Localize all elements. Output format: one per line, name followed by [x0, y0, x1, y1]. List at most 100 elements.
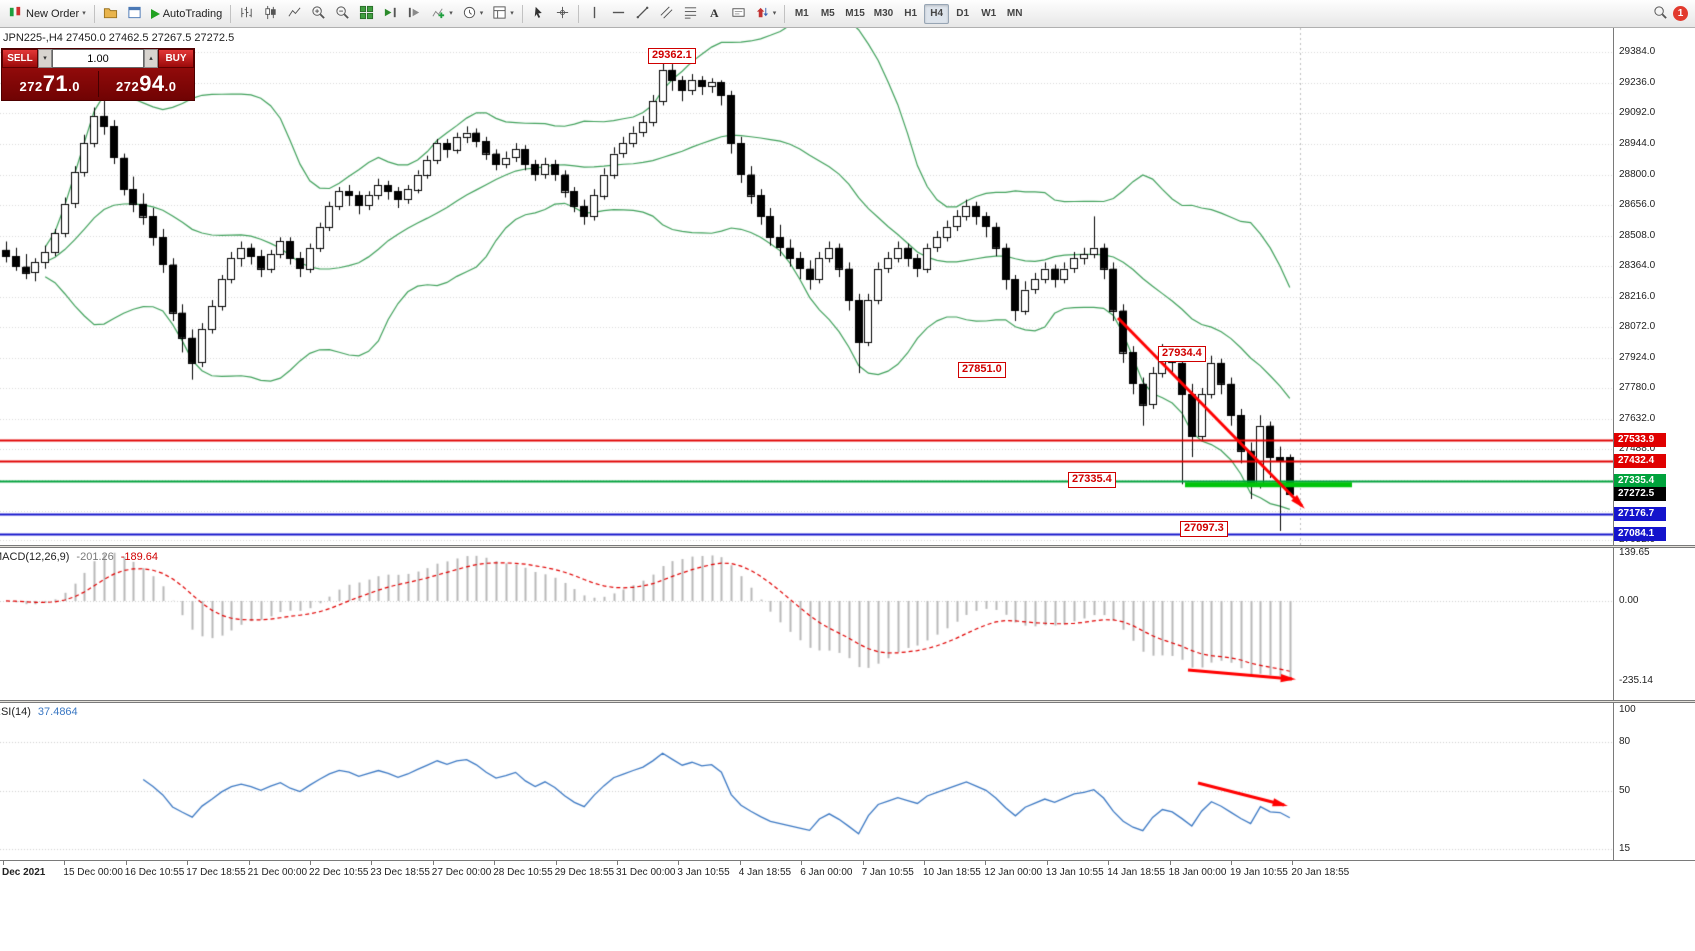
new-order-icon: [8, 5, 23, 23]
buy-price-post: .0: [164, 79, 177, 94]
data-window-button[interactable]: [123, 3, 146, 25]
chevron-down-icon: ▾: [82, 10, 86, 17]
buy-price[interactable]: 27294.0: [99, 71, 195, 97]
rsi-canvas[interactable]: [0, 703, 1613, 860]
sell-price[interactable]: 27271.0: [2, 71, 98, 97]
rsi-value: 37.4864: [37, 706, 78, 718]
chevron-down-icon: ▾: [510, 10, 514, 17]
time-tick: [187, 861, 189, 865]
toolbar-separator: [784, 4, 786, 23]
line-chart-icon: [287, 5, 302, 23]
line-chart-button[interactable]: [283, 3, 306, 25]
search-button[interactable]: [1649, 3, 1672, 25]
crosshair-icon: [555, 5, 570, 23]
time-label: 21 Dec 00:00: [247, 867, 308, 878]
axis-label: 27780.0: [1619, 382, 1656, 394]
toolbar-separator: [93, 4, 95, 23]
time-label: 15 Dec 00:00: [63, 867, 123, 878]
buy-button[interactable]: BUY: [158, 49, 194, 68]
autotrading-button[interactable]: AutoTrading: [147, 3, 227, 25]
lot-size-input[interactable]: [52, 49, 144, 68]
text-label-button[interactable]: [727, 3, 750, 25]
fibonacci-button[interactable]: [679, 3, 702, 25]
axis-label: 139.65: [1619, 547, 1650, 559]
lot-stepper-button[interactable]: ▴: [144, 49, 158, 68]
time-tick: [985, 861, 987, 865]
candlestick-chart-button[interactable]: [259, 3, 282, 25]
macd-canvas[interactable]: [0, 548, 1613, 700]
axis-label: 29384.0: [1619, 46, 1656, 58]
panel-splitter[interactable]: [0, 545, 1695, 548]
bar-chart-button[interactable]: [235, 3, 258, 25]
time-tick: [1046, 861, 1048, 865]
timeframe-button-d1[interactable]: D1: [950, 4, 975, 24]
time-label: 7 Jan 10:55: [861, 867, 914, 878]
timeframe-button-mn[interactable]: MN: [1002, 4, 1027, 24]
text-button[interactable]: A: [703, 3, 726, 25]
crosshair-button[interactable]: [551, 3, 574, 25]
price-axis[interactable]: 29384.0 29236.0 29092.0 28944.0 28800.0 28656…: [1613, 28, 1695, 545]
axis-label: 28656.0: [1619, 198, 1656, 210]
sell-button[interactable]: SELL: [2, 49, 38, 68]
new-order-button[interactable]: New Order ▾: [4, 3, 90, 25]
bar-chart-icon: [239, 5, 254, 23]
time-tick: [862, 861, 864, 865]
price-annotation[interactable]: 29362.1: [648, 48, 696, 64]
arrows-button[interactable]: ▾: [751, 3, 781, 25]
rsi-axis[interactable]: 100 80 50 15: [1613, 703, 1695, 860]
zoom-in-button[interactable]: [307, 3, 330, 25]
timeframe-button-w1[interactable]: W1: [976, 4, 1001, 24]
templates-button[interactable]: ▾: [488, 3, 518, 25]
rsi-plot: RSI(14) 37.4864: [0, 703, 1613, 860]
axis-label: 28072.0: [1619, 320, 1656, 332]
auto-scroll-button[interactable]: [379, 3, 402, 25]
timeframe-button-m5[interactable]: M5: [815, 4, 840, 24]
price-plot: JPN225-,H4 27450.0 27462.5 27267.5 27272…: [0, 28, 1613, 545]
periods-button[interactable]: ▾: [458, 3, 488, 25]
toolbar: New Order ▾ AutoTrading: [0, 0, 1695, 28]
zoom-out-button[interactable]: [331, 3, 354, 25]
axis-label: 27632.0: [1619, 412, 1656, 424]
vertical-line-button[interactable]: [583, 3, 606, 25]
notification-badge[interactable]: 1: [1673, 6, 1688, 21]
axis-label: 0.00: [1619, 594, 1639, 606]
sell-dropdown-button[interactable]: ▾: [38, 49, 52, 68]
cursor-button[interactable]: [527, 3, 550, 25]
price-tag: 27335.4: [1614, 474, 1666, 489]
timeframe-button-h1[interactable]: H1: [898, 4, 923, 24]
tile-windows-button[interactable]: [355, 3, 378, 25]
time-tick: [3, 861, 4, 865]
buy-price-pre: 272: [115, 79, 140, 94]
zoom-in-icon: [311, 5, 326, 23]
horizontal-line-button[interactable]: [607, 3, 630, 25]
search-icon: [1653, 5, 1668, 23]
data-window-icon: [127, 5, 142, 23]
toolbar-separator: [577, 4, 579, 23]
channel-button[interactable]: [655, 3, 678, 25]
trendline-button[interactable]: [631, 3, 654, 25]
price-chart-canvas[interactable]: [0, 28, 1613, 545]
price-annotation[interactable]: 27934.4: [1158, 346, 1206, 362]
channel-icon: [659, 5, 674, 23]
timeframe-button-m1[interactable]: M1: [789, 4, 814, 24]
time-axis[interactable]: Dec 2021 15 Dec 00:00 16 Dec 10:55 17 Dec 1…: [0, 860, 1695, 882]
price-annotation[interactable]: 27097.3: [1180, 521, 1228, 537]
price-tag: 27084.1: [1614, 526, 1666, 541]
metaeditor-button[interactable]: [99, 3, 122, 25]
time-tick: [64, 861, 66, 865]
price-annotation[interactable]: 27335.4: [1068, 472, 1116, 488]
time-tick: [1292, 861, 1294, 865]
timeframe-button-m30[interactable]: M30: [870, 4, 897, 24]
vertical-line-icon: [587, 5, 602, 23]
timeframe-button-m15[interactable]: M15: [841, 4, 868, 24]
time-tick: [125, 861, 127, 865]
indicators-button[interactable]: ▾: [427, 3, 457, 25]
price-annotation[interactable]: 27851.0: [958, 362, 1006, 378]
zoom-out-icon: [335, 5, 350, 23]
timeframe-button-h4[interactable]: H4: [924, 3, 950, 24]
chart-shift-button[interactable]: [403, 3, 426, 25]
panel-splitter[interactable]: [0, 700, 1695, 703]
auto-scroll-icon: [383, 5, 398, 23]
macd-axis[interactable]: 139.65 0.00 -235.14: [1613, 547, 1695, 700]
